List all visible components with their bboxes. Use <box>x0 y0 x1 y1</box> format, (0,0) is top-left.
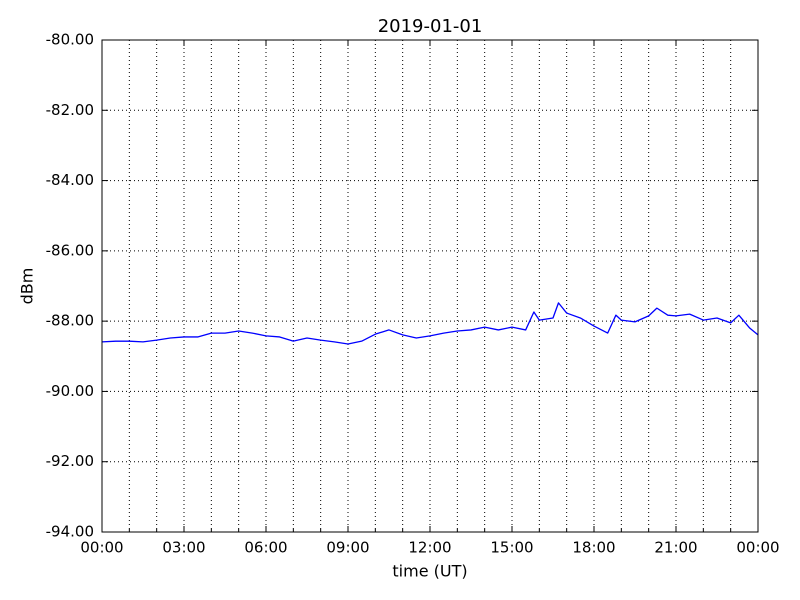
x-tick-label: 12:00 <box>408 539 451 557</box>
x-axis-label: time (UT) <box>392 562 467 581</box>
y-tick-label: -86.00 <box>46 241 94 259</box>
plot-frame <box>101 39 759 533</box>
x-tick-label: 00:00 <box>736 539 779 557</box>
x-tick-label: 00:00 <box>80 539 123 557</box>
x-tick-label: 09:00 <box>326 539 369 557</box>
y-tick-label: -80.00 <box>46 31 94 49</box>
chart-title: 2019-01-01 <box>378 16 483 37</box>
x-tick-label: 06:00 <box>244 539 287 557</box>
y-tick-label: -82.00 <box>46 101 94 119</box>
x-tick-label: 18:00 <box>572 539 615 557</box>
y-tick-label: -90.00 <box>46 382 94 400</box>
x-tick-label: 03:00 <box>162 539 205 557</box>
y-tick-label: -84.00 <box>46 171 94 189</box>
y-tick-label: -88.00 <box>46 312 94 330</box>
x-tick-label: 21:00 <box>654 539 697 557</box>
x-tick-label: 15:00 <box>490 539 533 557</box>
y-axis-label: dBm <box>18 268 37 305</box>
line-series <box>101 302 759 345</box>
y-tick-label: -94.00 <box>46 523 94 541</box>
y-tick-label: -92.00 <box>46 452 94 470</box>
